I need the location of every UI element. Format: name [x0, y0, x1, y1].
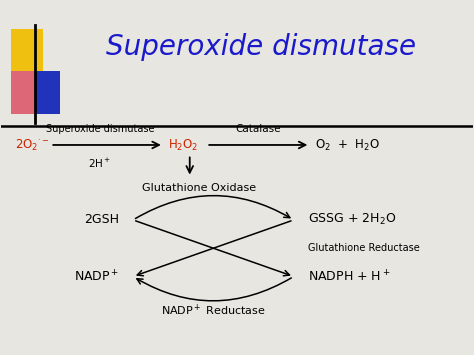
Text: NADP$^+$ Reductase: NADP$^+$ Reductase	[161, 303, 266, 318]
Text: Superoxide dismutase: Superoxide dismutase	[46, 124, 154, 134]
Text: H$_2$O$_2$: H$_2$O$_2$	[168, 137, 199, 153]
FancyArrowPatch shape	[137, 278, 292, 301]
Text: Catalase: Catalase	[236, 124, 281, 134]
Bar	[35, 71, 60, 114]
Bar	[11, 71, 35, 114]
Text: Superoxide dismutase: Superoxide dismutase	[106, 33, 416, 61]
Bar	[11, 29, 43, 71]
Text: O$_2$  +  H$_2$O: O$_2$ + H$_2$O	[315, 137, 380, 153]
FancyArrowPatch shape	[136, 196, 290, 219]
FancyArrowPatch shape	[137, 221, 291, 276]
Text: Glutathione Oxidase: Glutathione Oxidase	[142, 183, 256, 193]
Text: GSSG + 2H$_2$O: GSSG + 2H$_2$O	[308, 212, 396, 228]
Text: NADPH + H$^+$: NADPH + H$^+$	[308, 269, 391, 284]
Text: 2H$^+$: 2H$^+$	[88, 157, 111, 170]
FancyArrowPatch shape	[136, 221, 290, 276]
Text: 2GSH: 2GSH	[84, 213, 119, 226]
Text: NADP$^+$: NADP$^+$	[73, 269, 119, 284]
Text: 2O$_2$$^{·-}$: 2O$_2$$^{·-}$	[15, 137, 50, 153]
Text: Glutathione Reductase: Glutathione Reductase	[308, 243, 419, 253]
